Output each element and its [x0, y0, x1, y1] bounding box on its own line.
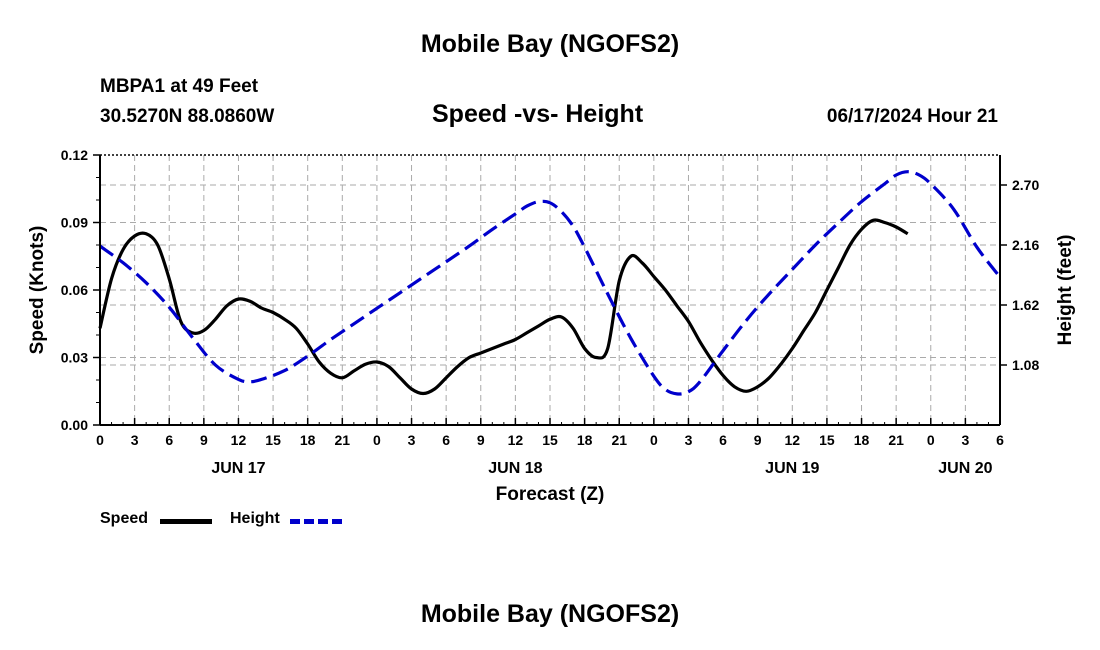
- page-title: Mobile Bay (NGOFS2): [420, 30, 680, 58]
- x-tick-label-21: 15: [819, 432, 835, 448]
- day-label-0: JUN 17: [211, 460, 265, 477]
- station-label: MBPA1 at 49 Feet: [100, 76, 259, 97]
- y2-tick-label-3: 2.70: [1012, 177, 1039, 193]
- day-label-3: JUN 20: [938, 460, 992, 477]
- x-tick-label-5: 15: [265, 432, 281, 448]
- legend-speed-swatch: [160, 519, 212, 524]
- x-tick-label-7: 21: [335, 432, 351, 448]
- day-label-1: JUN 18: [488, 460, 542, 477]
- legend-speed-label: Speed: [100, 510, 149, 527]
- x-tick-label-8: 0: [373, 432, 381, 448]
- y-tick-label-1: 0.03: [61, 350, 88, 366]
- y-tick-label-3: 0.09: [61, 215, 88, 231]
- x-tick-label-6: 18: [300, 432, 316, 448]
- y2-tick-label-2: 2.16: [1012, 237, 1039, 253]
- x-tick-label-24: 0: [927, 432, 935, 448]
- legend-height-label: Height: [230, 510, 280, 527]
- x-tick-label-15: 21: [611, 432, 627, 448]
- y-tick-label-2: 0.06: [61, 282, 88, 298]
- y2-tick-label-1: 1.62: [1012, 297, 1039, 313]
- legend-height-swatch: [290, 519, 342, 524]
- coordinates-label: 30.5270N 88.0860W: [100, 106, 275, 127]
- x-tick-label-1: 3: [131, 432, 139, 448]
- y-axis-title: Speed (Knots): [27, 226, 48, 355]
- x-tick-label-17: 3: [685, 432, 693, 448]
- y2-tick-label-0: 1.08: [1012, 357, 1039, 373]
- x-tick-label-22: 18: [854, 432, 870, 448]
- x-tick-label-0: 0: [96, 432, 104, 448]
- y-tick-label-0: 0.00: [61, 417, 88, 433]
- x-tick-label-10: 6: [442, 432, 450, 448]
- y2-axis-title: Height (feet): [1055, 235, 1076, 346]
- x-tick-label-4: 12: [231, 432, 247, 448]
- series-line-speed: [98, 218, 909, 396]
- chart-subtitle: Speed -vs- Height: [432, 100, 644, 128]
- x-tick-label-2: 6: [165, 432, 173, 448]
- x-tick-label-19: 9: [754, 432, 762, 448]
- forecast-datetime: 06/17/2024 Hour 21: [826, 106, 998, 127]
- x-tick-label-13: 15: [542, 432, 558, 448]
- x-tick-label-12: 12: [508, 432, 524, 448]
- y-tick-label-4: 0.12: [61, 147, 88, 163]
- x-tick-label-18: 6: [719, 432, 727, 448]
- x-tick-label-16: 0: [650, 432, 658, 448]
- series-line-height: [99, 170, 1002, 396]
- day-label-2: JUN 19: [765, 460, 819, 477]
- footer-title: Mobile Bay (NGOFS2): [420, 600, 680, 628]
- x-tick-label-23: 21: [888, 432, 904, 448]
- x-axis-title: Forecast (Z): [496, 484, 605, 505]
- x-tick-label-20: 12: [785, 432, 801, 448]
- x-tick-label-9: 3: [408, 432, 416, 448]
- x-tick-label-25: 3: [961, 432, 969, 448]
- x-tick-label-14: 18: [577, 432, 593, 448]
- x-tick-label-3: 9: [200, 432, 208, 448]
- x-tick-label-26: 6: [996, 432, 1004, 448]
- x-tick-label-11: 9: [477, 432, 485, 448]
